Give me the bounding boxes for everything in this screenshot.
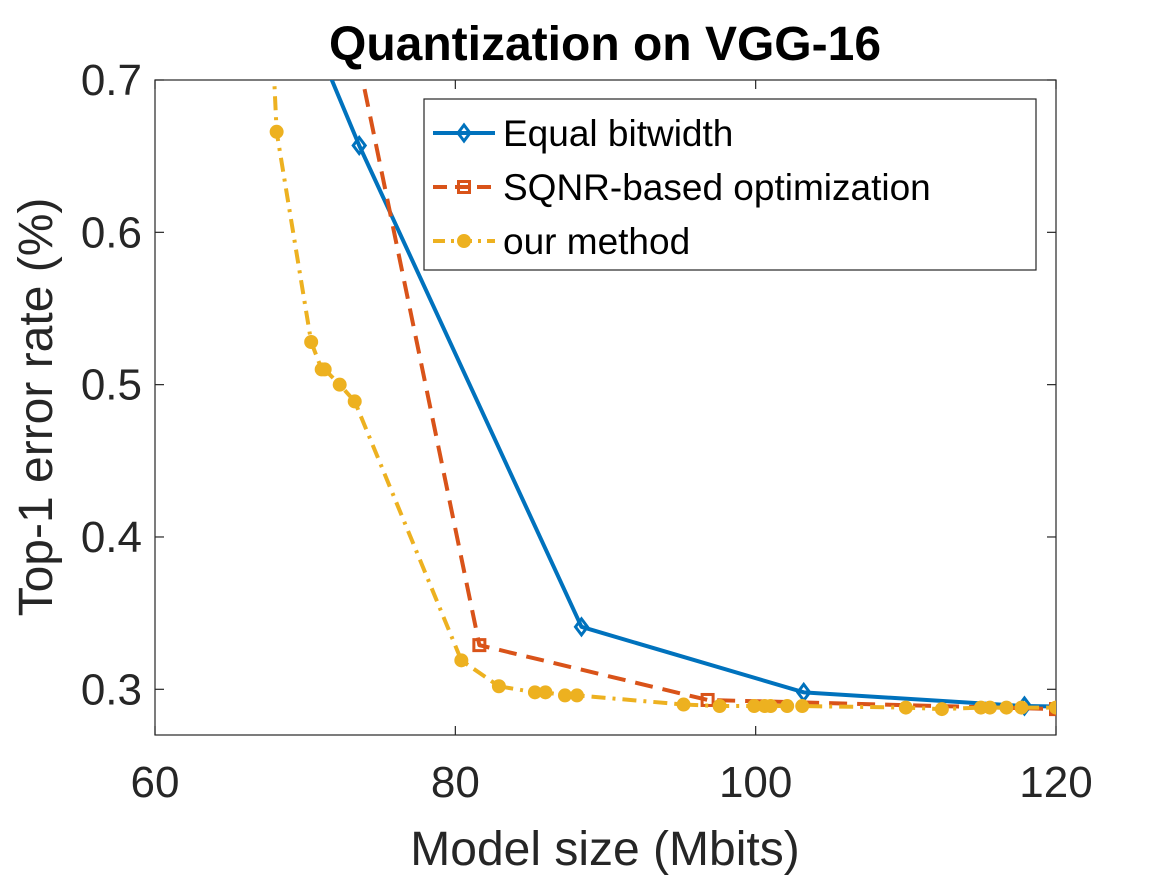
series-line bbox=[272, 80, 1056, 712]
x-axis-label: Model size (Mbits) bbox=[410, 823, 799, 875]
y-tick-label: 0.3 bbox=[81, 665, 142, 714]
series-line bbox=[329, 80, 1056, 709]
data-point bbox=[332, 377, 347, 392]
data-point bbox=[999, 700, 1014, 715]
y-tick-label: 0.7 bbox=[81, 56, 142, 105]
legend-items: Equal bitwidth SQNR-based optimization our… bbox=[433, 113, 931, 262]
data-point bbox=[1014, 700, 1029, 715]
legend-marker bbox=[457, 234, 471, 248]
data-point bbox=[569, 688, 584, 703]
data-point bbox=[676, 697, 691, 712]
x-tick-label: 80 bbox=[431, 758, 480, 807]
y-tick-label: 0.4 bbox=[81, 513, 142, 562]
axis-ticks bbox=[154, 79, 1057, 735]
data-point bbox=[454, 653, 469, 668]
legend-label: SQNR-based optimization bbox=[503, 167, 931, 208]
data-point bbox=[1049, 700, 1056, 715]
series-2 bbox=[266, 28, 1056, 717]
data-point bbox=[472, 638, 487, 653]
data-point bbox=[573, 616, 590, 638]
tick-labels: 60 80 100 120 0.3 0.4 0.5 0.6 0.7 bbox=[81, 56, 1093, 807]
legend-marker bbox=[457, 180, 471, 194]
series-layer bbox=[266, 26, 1137, 717]
data-point bbox=[780, 699, 795, 714]
legend-item: our method bbox=[433, 221, 690, 262]
legend-marker bbox=[456, 122, 472, 144]
data-point bbox=[491, 679, 506, 694]
data-point bbox=[351, 135, 368, 156]
legend-label: our method bbox=[503, 221, 690, 262]
y-axis-label: Top-1 error rate (%) bbox=[10, 198, 63, 617]
y-tick-label: 0.5 bbox=[81, 361, 142, 410]
data-point bbox=[898, 700, 913, 715]
legend: Equal bitwidth SQNR-based optimization our… bbox=[423, 98, 1037, 271]
data-point bbox=[712, 699, 727, 714]
data-point bbox=[269, 124, 284, 139]
y-tick-label: 0.6 bbox=[81, 208, 142, 257]
series-line bbox=[360, 80, 1056, 712]
x-tick-label: 60 bbox=[131, 758, 180, 807]
data-point bbox=[795, 699, 810, 714]
x-tick-label: 120 bbox=[1019, 758, 1092, 807]
legend-label: Equal bitwidth bbox=[503, 113, 733, 154]
data-point bbox=[557, 688, 572, 703]
data-point bbox=[538, 685, 553, 700]
legend-box bbox=[423, 98, 1037, 271]
data-point bbox=[982, 700, 997, 715]
x-tick-label: 100 bbox=[719, 758, 792, 807]
data-point bbox=[347, 394, 362, 409]
legend-item: SQNR-based optimization bbox=[433, 167, 931, 208]
data-point bbox=[307, 26, 319, 42]
data-point bbox=[304, 335, 319, 349]
data-point bbox=[763, 699, 778, 714]
data-point bbox=[1125, 700, 1137, 716]
data-point bbox=[266, 28, 279, 41]
legend-item: Equal bitwidth bbox=[433, 113, 733, 154]
data-point bbox=[317, 362, 332, 377]
chart-title: Quantization on VGG-16 bbox=[329, 18, 881, 71]
data-point bbox=[934, 702, 949, 717]
